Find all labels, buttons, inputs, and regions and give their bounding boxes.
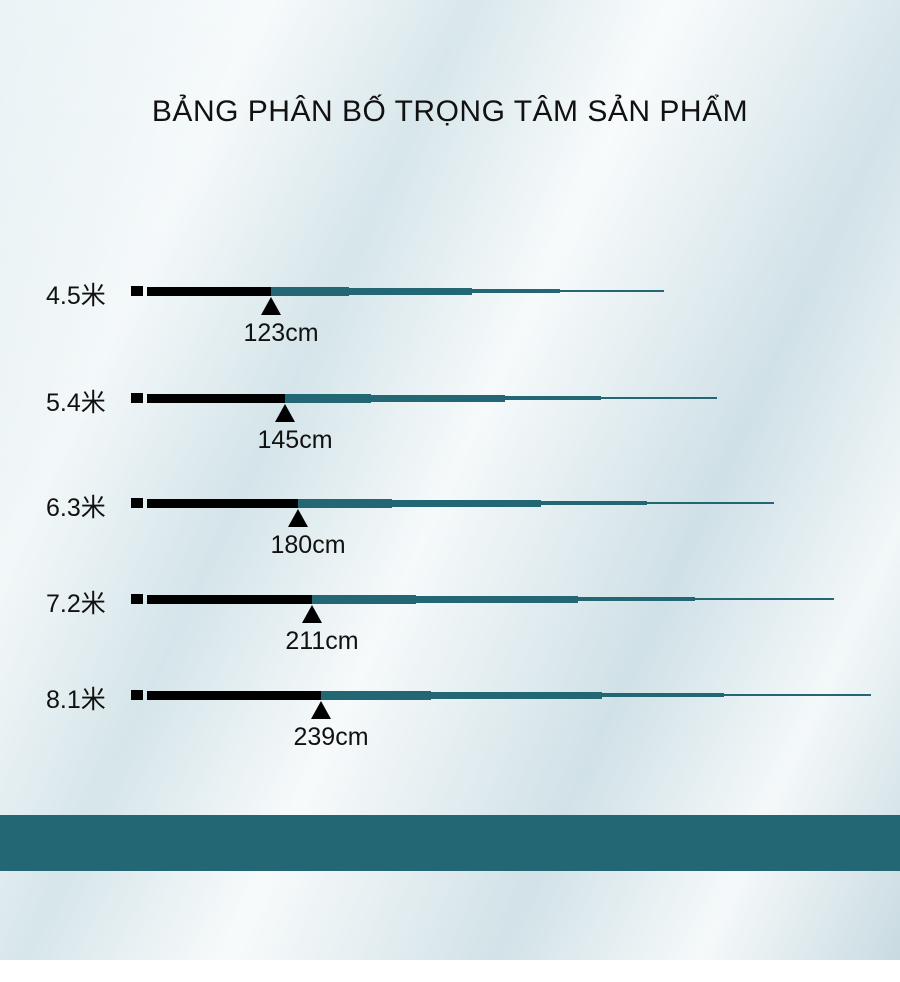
page-title: BẢNG PHÂN BỐ TRỌNG TÂM SẢN PHẨM	[151, 95, 749, 128]
balance-point-marker-icon	[302, 605, 322, 623]
rod-section-4	[560, 290, 664, 292]
rod-section-4	[601, 397, 717, 399]
rod-section-2	[349, 287, 472, 295]
rod-section-2	[416, 595, 578, 603]
rod-handle-segment	[147, 393, 285, 403]
rod-length-label: 5.4米	[46, 389, 106, 417]
balance-point-label: 123cm	[243, 319, 319, 347]
rod-butt-cap	[131, 594, 143, 604]
rod-handle-segment	[147, 690, 321, 700]
rod-section-1	[271, 286, 349, 296]
balance-point-label: 145cm	[257, 426, 333, 454]
rod-section-1	[321, 690, 431, 700]
rod-length-label: 8.1米	[46, 686, 106, 714]
rod-section-2	[392, 499, 541, 507]
rod-section-1	[285, 393, 371, 403]
balance-point-label: 180cm	[270, 531, 346, 559]
rod-section-1	[298, 498, 392, 508]
teal-band	[0, 815, 900, 871]
rod-section-4	[724, 694, 871, 696]
rod-section-3	[472, 289, 560, 293]
rod-butt-cap	[131, 393, 143, 403]
rod-butt-cap	[131, 690, 143, 700]
rod-section-2	[371, 394, 505, 402]
balance-point-marker-icon	[311, 701, 331, 719]
rod-handle-segment	[147, 498, 298, 508]
rod-length-label: 7.2米	[46, 590, 106, 618]
rod-butt-cap	[131, 498, 143, 508]
rod-handle-segment	[147, 286, 271, 296]
rod-section-2	[431, 691, 602, 699]
balance-point-label: 211cm	[285, 627, 359, 655]
balance-point-label: 239cm	[293, 723, 369, 751]
rod-length-label: 6.3米	[46, 494, 106, 522]
balance-point-marker-icon	[261, 297, 281, 315]
rod-section-4	[695, 598, 834, 600]
rod-section-3	[505, 396, 601, 400]
rod-length-label: 4.5米	[46, 282, 106, 310]
rod-section-4	[647, 502, 774, 504]
rod-section-3	[602, 693, 724, 697]
rod-handle-segment	[147, 594, 312, 604]
background	[0, 0, 900, 960]
balance-point-marker-icon	[275, 404, 295, 422]
rod-section-1	[312, 594, 416, 604]
rod-butt-cap	[131, 286, 143, 296]
rod-section-3	[541, 501, 647, 505]
balance-point-marker-icon	[288, 509, 308, 527]
rod-section-3	[578, 597, 695, 601]
